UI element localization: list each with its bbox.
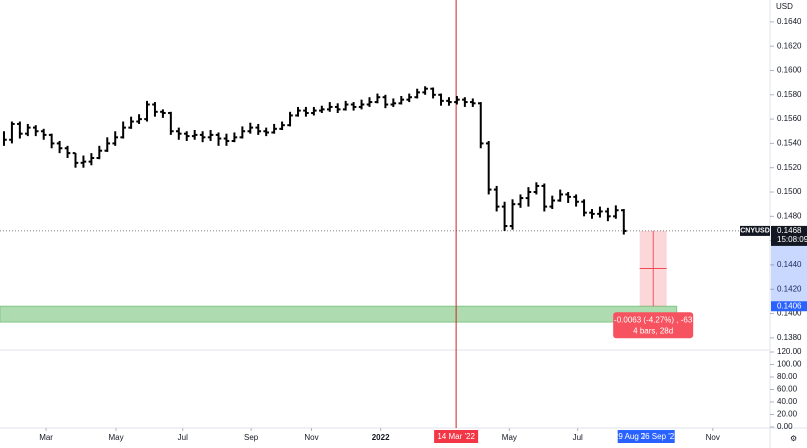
x-tick-label: Nov	[304, 433, 318, 442]
x-tick-label: May	[502, 433, 517, 442]
y-tick-label: 0.1620	[777, 41, 802, 50]
currency-label: USD	[776, 2, 793, 11]
x-tick-label: May	[108, 433, 123, 442]
y-tick-label: 0.1480	[777, 211, 802, 220]
y-tick-label: 0.1540	[777, 139, 802, 148]
x-tick-label: 2022	[372, 433, 390, 442]
x-tick-label: Jul	[178, 433, 188, 442]
date-marker-tag	[644, 430, 675, 443]
y-tick-label: 0.1400	[777, 309, 802, 318]
x-tick-label: Jul	[573, 433, 583, 442]
zone	[0, 305, 678, 323]
date-marker-tag	[434, 430, 479, 443]
y2-tick-label: 60.00	[777, 385, 798, 394]
countdown-label: 15:08:09	[777, 235, 807, 244]
y2-tick-label: 20.00	[777, 410, 798, 419]
y2-tick-label: 100.00	[777, 360, 802, 369]
y-tick-label: 0.1420	[777, 284, 802, 293]
symbol-tag	[740, 225, 770, 236]
last-price-label: 0.1468	[777, 226, 802, 235]
y-tick-label: 0.1640	[777, 17, 802, 26]
measure-tooltip	[613, 312, 694, 339]
date-marker-label: 14 Mar '22	[437, 432, 475, 441]
symbol-label: CNYUSD	[740, 228, 770, 235]
zone-tag	[771, 301, 807, 312]
y2-tick-label: 0.00	[777, 422, 793, 431]
date-marker-tag	[617, 430, 648, 443]
y-tick-label: 0.1600	[777, 66, 802, 75]
date-marker-label: 26 Sep '22	[641, 432, 680, 441]
y2-tick-label: 40.00	[777, 397, 798, 406]
y-tick-label: 0.1580	[777, 90, 802, 99]
y-tick-label: 0.1560	[777, 114, 802, 123]
measure-text: 4 bars, 28d	[633, 326, 673, 335]
y-tick-label: 0.1440	[777, 260, 802, 269]
x-tick-label: Sep	[244, 433, 259, 442]
y-tick-label: 0.1520	[777, 163, 802, 172]
x-tick-label: Mar	[39, 433, 53, 442]
y-tick-label: 0.1380	[777, 333, 802, 342]
x-tick-label: Nov	[706, 433, 720, 442]
y-tick-label: 0.1500	[777, 187, 802, 196]
measure-text: -0.0063 (-4.27%) , -63	[614, 315, 693, 324]
y2-tick-label: 80.00	[777, 372, 798, 381]
y2-tick-label: 120.00	[777, 347, 802, 356]
settings-icon[interactable]: ⚙	[790, 434, 797, 443]
last-price-tag	[771, 225, 807, 246]
date-marker-label: 29 Aug '22	[614, 432, 652, 441]
zone-label: 0.1406	[777, 301, 802, 310]
